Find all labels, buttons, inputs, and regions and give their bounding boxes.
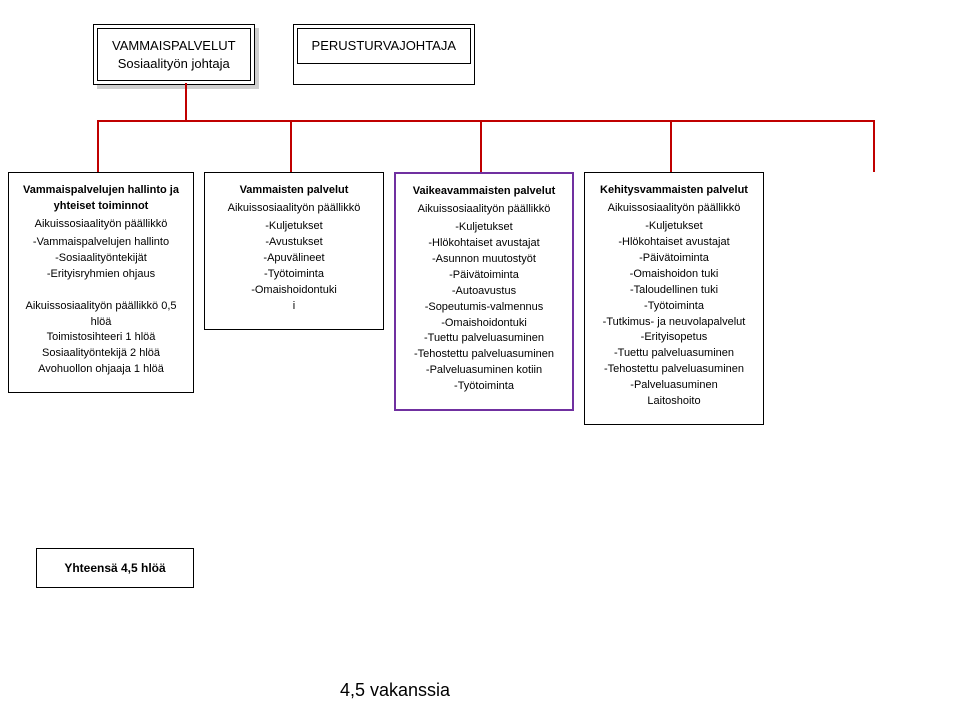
- node-line: -Hlökohtaiset avustajat: [591, 235, 757, 251]
- node-line: -Autoavustus: [402, 284, 566, 300]
- connector-drop: [873, 120, 875, 172]
- connector-drop: [290, 120, 292, 172]
- node-sub: Aikuissosiaalityön päällikkö: [591, 201, 757, 217]
- node-line: -Taloudellinen tuki: [591, 283, 757, 299]
- connector-v-top: [185, 83, 187, 120]
- node-line: -Työtoiminta: [402, 379, 566, 395]
- top-line: PERUSTURVAJOHTAJA: [312, 37, 456, 55]
- node-vaikeavammaisten: Vaikeavammaisten palvelut Aikuissosiaali…: [394, 172, 574, 411]
- node-line: Sosiaalityöntekijä 2 hlöä: [15, 346, 187, 362]
- node-line: -Kuljetukset: [591, 219, 757, 235]
- node-sub: Aikuissosiaalityön päällikkö: [211, 201, 377, 217]
- node-line: -Omaishoidon tuki: [591, 267, 757, 283]
- top-box-inner: PERUSTURVAJOHTAJA: [297, 28, 471, 64]
- node-line: -Kuljetukset: [211, 219, 377, 235]
- node-line: Toimistosihteeri 1 hlöä: [15, 330, 187, 346]
- node-line: -Apuvälineet: [211, 251, 377, 267]
- node-line: -Erityisryhmien ohjaus: [15, 267, 187, 283]
- node-title: Vaikeavammaisten palvelut: [402, 184, 566, 200]
- node-line: -Kuljetukset: [402, 220, 566, 236]
- top-box-inner: VAMMAISPALVELUT Sosiaalityön johtaja: [97, 28, 251, 81]
- node-line: -Palveluasuminen: [591, 378, 757, 394]
- node-line: -Palveluasuminen kotiin: [402, 363, 566, 379]
- top-row: VAMMAISPALVELUT Sosiaalityön johtaja PER…: [93, 24, 475, 85]
- node-line: -Omaishoidontuki: [211, 283, 377, 299]
- top-line: VAMMAISPALVELUT: [112, 37, 236, 55]
- connector-drop: [480, 120, 482, 172]
- node-line: -Tehostettu palveluasuminen: [591, 362, 757, 378]
- node-line: -Sopeutumis-valmennus: [402, 300, 566, 316]
- node-line: Avohuollon ohjaaja 1 hlöä: [15, 362, 187, 378]
- node-line: -Asunnon muutostyöt: [402, 252, 566, 268]
- node-sub: Aikuissosiaalityön päällikkö: [15, 217, 187, 233]
- summary-box: Yhteensä 4,5 hlöä: [36, 548, 194, 588]
- node-line: -Sosiaalityöntekijät: [15, 251, 187, 267]
- node-line: -Vammaispalvelujen hallinto: [15, 235, 187, 251]
- vacancies-label: 4,5 vakanssia: [340, 680, 450, 701]
- connector-drop: [97, 120, 99, 172]
- node-kehitysvammaisten: Kehitysvammaisten palvelut Aikuissosiaal…: [584, 172, 764, 425]
- node-line: [15, 283, 187, 299]
- top-line: Sosiaalityön johtaja: [112, 55, 236, 73]
- connector-drop: [670, 120, 672, 172]
- node-line: -Tutkimus- ja neuvolapalvelut: [591, 315, 757, 331]
- node-line: -Tehostettu palveluasuminen: [402, 347, 566, 363]
- node-line: -Työtoiminta: [591, 299, 757, 315]
- node-line: -Päivätoiminta: [591, 251, 757, 267]
- bottom-row: Vammaispalvelujen hallinto ja yhteiset t…: [8, 172, 764, 425]
- node-line: Aikuissosiaalityön päällikkö 0,5 hlöä: [15, 299, 187, 331]
- node-line: -Erityisopetus: [591, 330, 757, 346]
- node-sub: Aikuissosiaalityön päällikkö: [402, 202, 566, 218]
- node-line: -Hlökohtaiset avustajat: [402, 236, 566, 252]
- node-line: -Päivätoiminta: [402, 268, 566, 284]
- node-title: Vammaisten palvelut: [211, 183, 377, 199]
- node-line: Laitoshoito: [591, 394, 757, 410]
- connector-h-main: [97, 120, 873, 122]
- node-vammaisten: Vammaisten palvelut Aikuissosiaalityön p…: [204, 172, 384, 330]
- node-line: -Tuettu palveluasuminen: [591, 346, 757, 362]
- top-box-perusturvajohtaja: PERUSTURVAJOHTAJA: [293, 24, 475, 85]
- top-box-vammaispalvelut: VAMMAISPALVELUT Sosiaalityön johtaja: [93, 24, 255, 85]
- node-line: -Omaishoidontuki: [402, 316, 566, 332]
- node-title: Kehitysvammaisten palvelut: [591, 183, 757, 199]
- node-title: Vammaispalvelujen hallinto ja yhteiset t…: [15, 183, 187, 215]
- node-line: -Työtoiminta: [211, 267, 377, 283]
- node-line: -Tuettu palveluasuminen: [402, 331, 566, 347]
- node-line: i: [211, 299, 377, 315]
- node-line: -Avustukset: [211, 235, 377, 251]
- node-hallinto: Vammaispalvelujen hallinto ja yhteiset t…: [8, 172, 194, 393]
